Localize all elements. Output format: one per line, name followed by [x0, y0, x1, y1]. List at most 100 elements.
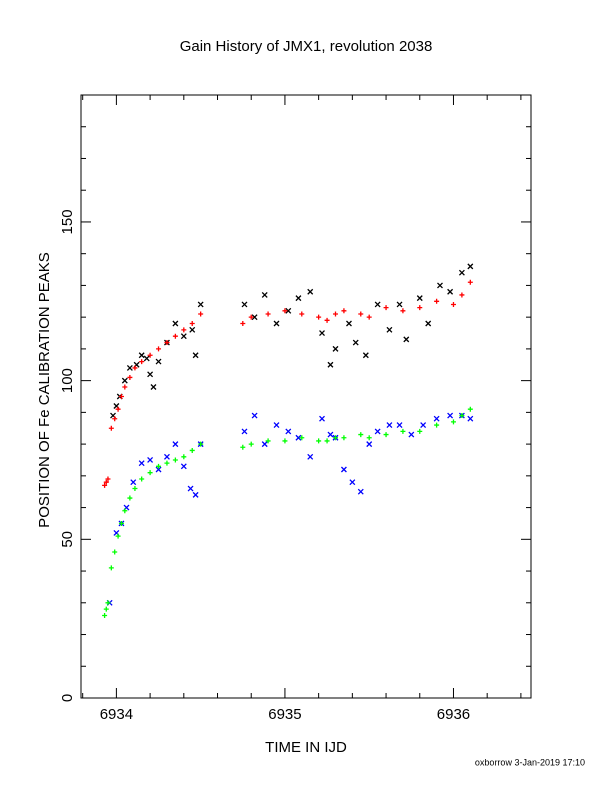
point — [138, 460, 145, 467]
point — [327, 431, 334, 438]
point — [341, 308, 347, 314]
point — [295, 434, 302, 441]
point — [112, 416, 118, 422]
point — [307, 453, 314, 460]
point — [103, 479, 109, 485]
point — [332, 311, 338, 317]
point — [450, 419, 456, 425]
point — [332, 345, 339, 352]
point — [340, 466, 347, 473]
point — [386, 326, 393, 333]
y-tick-label: 100 — [59, 368, 76, 393]
point — [447, 288, 454, 295]
point — [155, 358, 162, 365]
x-tick-label: 6935 — [268, 706, 301, 723]
point — [240, 444, 246, 450]
point — [198, 441, 204, 447]
point — [147, 470, 153, 476]
point — [295, 295, 302, 302]
point — [349, 479, 356, 486]
point — [155, 466, 162, 473]
point — [121, 377, 128, 384]
point — [172, 441, 179, 448]
point — [147, 352, 153, 358]
point — [459, 413, 465, 419]
point — [192, 491, 199, 498]
point — [467, 415, 474, 422]
x-tick-label: 6936 — [437, 706, 470, 723]
point — [172, 333, 178, 339]
point — [316, 314, 322, 320]
point — [467, 279, 473, 285]
point — [138, 352, 145, 359]
point — [467, 263, 474, 270]
point — [307, 288, 314, 295]
point — [122, 508, 128, 514]
point — [299, 435, 305, 441]
point — [417, 305, 423, 311]
y-tick-label: 0 — [59, 694, 76, 702]
point — [248, 314, 254, 320]
point — [403, 336, 410, 343]
point — [400, 308, 406, 314]
point — [408, 431, 415, 438]
point — [273, 422, 280, 429]
point — [299, 311, 305, 317]
point — [180, 333, 187, 340]
footer: oxborrow 3-Jan-2019 17:10 — [475, 757, 585, 767]
point — [265, 438, 271, 444]
point — [346, 320, 352, 327]
chart-title: Gain History of JMX1, revolution 2038 — [180, 38, 433, 55]
point — [251, 412, 258, 419]
point — [156, 463, 162, 469]
point — [139, 476, 145, 482]
point — [181, 327, 187, 333]
point — [319, 415, 325, 422]
point — [241, 428, 248, 435]
point — [197, 301, 204, 308]
point — [420, 422, 427, 429]
point — [189, 326, 196, 333]
point — [261, 441, 268, 448]
point — [285, 428, 292, 435]
x-tick-label: 6934 — [100, 706, 133, 723]
point — [143, 355, 150, 362]
point — [248, 441, 254, 447]
point — [433, 415, 440, 422]
point — [115, 533, 121, 539]
point — [352, 339, 359, 346]
point — [105, 476, 111, 482]
point — [139, 359, 145, 365]
point — [122, 384, 128, 390]
point — [118, 520, 124, 526]
point — [417, 428, 423, 434]
point — [366, 441, 373, 448]
point — [437, 282, 443, 289]
point — [132, 486, 138, 492]
point — [150, 384, 157, 390]
point — [450, 301, 456, 307]
point — [366, 435, 372, 441]
point — [324, 438, 330, 444]
point — [332, 435, 338, 441]
point — [374, 428, 381, 435]
point — [172, 320, 179, 327]
point — [282, 308, 288, 314]
y-axis-label: POSITION OF Fe CALIBRATION PEAKS — [36, 252, 53, 528]
point — [358, 432, 364, 438]
point — [102, 482, 108, 488]
point — [447, 412, 454, 419]
point — [400, 428, 406, 434]
point — [319, 330, 325, 336]
point — [187, 485, 194, 492]
point — [156, 346, 162, 352]
point — [366, 314, 372, 320]
point — [127, 374, 133, 380]
point — [108, 425, 114, 431]
point — [147, 371, 154, 378]
point — [180, 463, 187, 470]
plot-frame — [80, 94, 532, 699]
point — [118, 394, 124, 399]
